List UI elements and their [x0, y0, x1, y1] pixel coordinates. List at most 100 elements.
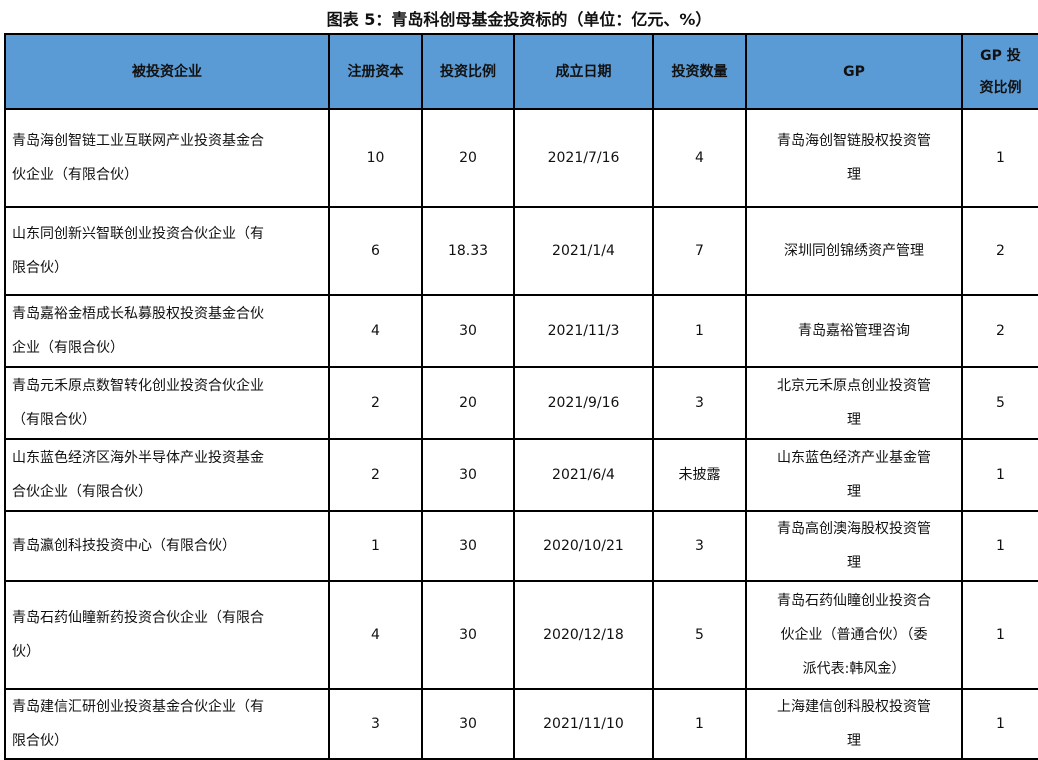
- cell-gp: 山东蓝色经济产业基金管理: [745, 438, 963, 512]
- cell-gp-ratio: 5: [961, 366, 1038, 440]
- cell-company-line: 青岛建信汇研创业投资基金合伙企业（有: [12, 699, 264, 715]
- cell-company-line: 合伙企业（有限合伙）: [12, 484, 152, 500]
- cell-gp-ratio: 1: [961, 580, 1038, 690]
- cell-ratio: 20: [421, 108, 515, 208]
- cell-capital: 2: [328, 366, 423, 440]
- cell-company: 青岛石药仙瞳新药投资合伙企业（有限合 伙）: [4, 580, 330, 690]
- cell-company: 青岛海创智链工业互联网产业投资基金合 伙企业（有限合伙）: [4, 108, 330, 208]
- cell-company-line: 青岛瀛创科技投资中心（有限合伙）: [12, 538, 236, 554]
- cell-date: 2021/11/10: [513, 688, 654, 760]
- cell-ratio: 30: [421, 510, 515, 582]
- cell-gp-line: 理: [847, 484, 861, 500]
- table-row: 山东同创新兴智联创业投资合伙企业（有 限合伙） 6 18.33 2021/1/4 7 深圳同…: [4, 206, 1038, 296]
- header-ratio: 投资比例: [421, 33, 515, 110]
- cell-company-line: 青岛石药仙瞳新药投资合伙企业（有限合: [12, 610, 264, 626]
- cell-count: 3: [652, 510, 747, 582]
- cell-gp-ratio: 2: [961, 206, 1038, 296]
- header-count: 投资数量: [652, 33, 747, 110]
- table-row: 青岛海创智链工业互联网产业投资基金合 伙企业（有限合伙） 10 20 2021/7/16…: [4, 108, 1038, 208]
- cell-gp-line: 青岛海创智链股权投资管: [777, 133, 931, 149]
- cell-capital: 4: [328, 580, 423, 690]
- cell-date: 2021/7/16: [513, 108, 654, 208]
- header-company: 被投资企业: [4, 33, 330, 110]
- cell-capital: 10: [328, 108, 423, 208]
- header-capital: 注册资本: [328, 33, 423, 110]
- cell-company-line: （有限合伙）: [12, 412, 96, 428]
- cell-gp-line: 北京元禾原点创业投资管: [777, 378, 931, 394]
- header-gp-ratio-line: GP 投: [980, 47, 1021, 64]
- cell-gp-line: 青岛石药仙瞳创业投资合: [777, 593, 931, 609]
- cell-gp-line: 理: [847, 412, 861, 428]
- cell-gp: 上海建信创科股权投资管理: [745, 688, 963, 760]
- cell-gp-line: 理: [847, 733, 861, 749]
- cell-date: 2020/12/18: [513, 580, 654, 690]
- cell-gp-ratio: 1: [961, 438, 1038, 512]
- cell-gp-ratio: 1: [961, 108, 1038, 208]
- cell-count: 5: [652, 580, 747, 690]
- cell-ratio: 30: [421, 294, 515, 368]
- cell-count: 1: [652, 294, 747, 368]
- cell-capital: 6: [328, 206, 423, 296]
- header-gp-ratio: GP 投资比例: [961, 33, 1038, 110]
- header-row: 被投资企业 注册资本 投资比例 成立日期 投资数量 GP GP 投资比例: [4, 33, 1038, 110]
- cell-gp-ratio: 1: [961, 510, 1038, 582]
- table-row: 青岛石药仙瞳新药投资合伙企业（有限合 伙） 4 30 2020/12/18 5 青岛石药仙瞳…: [4, 580, 1038, 690]
- cell-count: 未披露: [652, 438, 747, 512]
- cell-ratio: 18.33: [421, 206, 515, 296]
- table-title: 图表 5：青岛科创母基金投资标的（单位：亿元、%）: [326, 10, 712, 29]
- cell-count: 4: [652, 108, 747, 208]
- cell-ratio: 30: [421, 580, 515, 690]
- header-date: 成立日期: [513, 33, 654, 110]
- cell-company-line: 伙企业（有限合伙）: [12, 167, 138, 183]
- table-row: 青岛嘉裕金梧成长私募股权投资基金合伙 企业（有限合伙） 4 30 2021/11/3 1 青…: [4, 294, 1038, 368]
- cell-gp: 青岛石药仙瞳创业投资合 伙企业（普通合伙）（委 派代表:韩风金）: [745, 580, 963, 690]
- cell-company-line: 青岛元禾原点数智转化创业投资合伙企业: [12, 378, 264, 394]
- cell-company: 青岛瀛创科技投资中心（有限合伙）: [4, 510, 330, 582]
- cell-date: 2021/1/4: [513, 206, 654, 296]
- cell-gp-line: 深圳同创锦绣资产管理: [784, 243, 924, 259]
- cell-company-line: 山东同创新兴智联创业投资合伙企业（有: [12, 226, 264, 242]
- table-row: 青岛瀛创科技投资中心（有限合伙） 1 30 2020/10/21 3 青岛高创澳海股权投资…: [4, 510, 1038, 582]
- cell-company: 青岛建信汇研创业投资基金合伙企业（有 限合伙）: [4, 688, 330, 760]
- cell-company-line: 限合伙）: [12, 260, 68, 276]
- cell-company: 山东同创新兴智联创业投资合伙企业（有 限合伙）: [4, 206, 330, 296]
- header-gp-ratio-line: 资比例: [979, 79, 1022, 96]
- cell-date: 2020/10/21: [513, 510, 654, 582]
- cell-gp-line: 理: [847, 555, 861, 571]
- cell-count: 7: [652, 206, 747, 296]
- cell-count: 3: [652, 366, 747, 440]
- cell-gp-line: 派代表:韩风金）: [802, 661, 906, 677]
- cell-gp-ratio: 2: [961, 294, 1038, 368]
- cell-gp-line: 上海建信创科股权投资管: [777, 699, 931, 715]
- cell-date: 2021/11/3: [513, 294, 654, 368]
- cell-gp: 青岛嘉裕管理咨询: [745, 294, 963, 368]
- cell-gp: 深圳同创锦绣资产管理: [745, 206, 963, 296]
- cell-gp-line: 山东蓝色经济产业基金管: [777, 450, 931, 466]
- cell-ratio: 20: [421, 366, 515, 440]
- cell-gp-ratio: 1: [961, 688, 1038, 760]
- cell-gp: 北京元禾原点创业投资管理: [745, 366, 963, 440]
- cell-gp-line: 青岛高创澳海股权投资管: [777, 521, 931, 537]
- cell-gp: 青岛海创智链股权投资管理: [745, 108, 963, 208]
- cell-company-line: 企业（有限合伙）: [12, 340, 124, 356]
- cell-company: 青岛嘉裕金梧成长私募股权投资基金合伙 企业（有限合伙）: [4, 294, 330, 368]
- cell-date: 2021/6/4: [513, 438, 654, 512]
- cell-capital: 1: [328, 510, 423, 582]
- cell-company-line: 伙）: [12, 644, 40, 660]
- cell-capital: 2: [328, 438, 423, 512]
- table-row: 青岛建信汇研创业投资基金合伙企业（有 限合伙） 3 30 2021/11/10 1 上海建信…: [4, 688, 1038, 760]
- cell-company-line: 青岛海创智链工业互联网产业投资基金合: [12, 133, 264, 149]
- cell-company: 青岛元禾原点数智转化创业投资合伙企业 （有限合伙）: [4, 366, 330, 440]
- header-gp: GP: [745, 33, 963, 110]
- cell-company-line: 山东蓝色经济区海外半导体产业投资基金: [12, 450, 264, 466]
- cell-ratio: 30: [421, 438, 515, 512]
- cell-gp-line: 青岛嘉裕管理咨询: [798, 323, 910, 339]
- cell-company-line: 限合伙）: [12, 733, 68, 749]
- cell-gp-line: 伙企业（普通合伙）（委: [780, 627, 928, 643]
- cell-ratio: 30: [421, 688, 515, 760]
- cell-date: 2021/9/16: [513, 366, 654, 440]
- cell-company: 山东蓝色经济区海外半导体产业投资基金 合伙企业（有限合伙）: [4, 438, 330, 512]
- table-row: 青岛元禾原点数智转化创业投资合伙企业 （有限合伙） 2 20 2021/9/16 3 北京元…: [4, 366, 1038, 440]
- cell-gp: 青岛高创澳海股权投资管理: [745, 510, 963, 582]
- cell-capital: 4: [328, 294, 423, 368]
